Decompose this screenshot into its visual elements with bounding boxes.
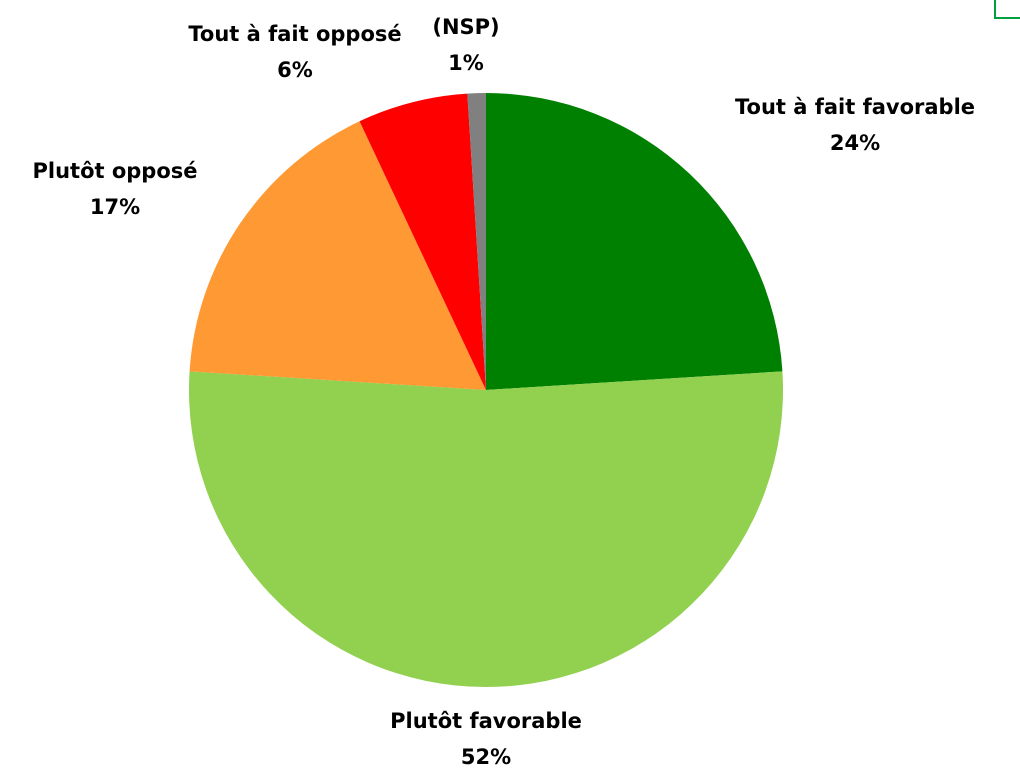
slice-value-label: 17%	[90, 195, 140, 219]
slice-label: Plutôt favorable	[390, 709, 582, 733]
slice-value-label: 1%	[448, 51, 484, 75]
slice-label: Tout à fait opposé	[188, 22, 401, 46]
pie-slice	[467, 93, 486, 390]
corner-decoration	[994, 0, 1020, 19]
slice-label: Tout à fait favorable	[735, 95, 975, 119]
slice-label: (NSP)	[432, 15, 499, 39]
slice-value-label: 6%	[277, 58, 313, 82]
pie-slice	[359, 93, 486, 390]
slice-label: Plutôt opposé	[32, 159, 197, 183]
pie-slice	[189, 371, 783, 687]
pie-slice	[486, 93, 783, 390]
slice-value-label: 52%	[461, 745, 511, 769]
pie-slice	[189, 121, 486, 391]
slice-value-label: 24%	[830, 131, 880, 155]
